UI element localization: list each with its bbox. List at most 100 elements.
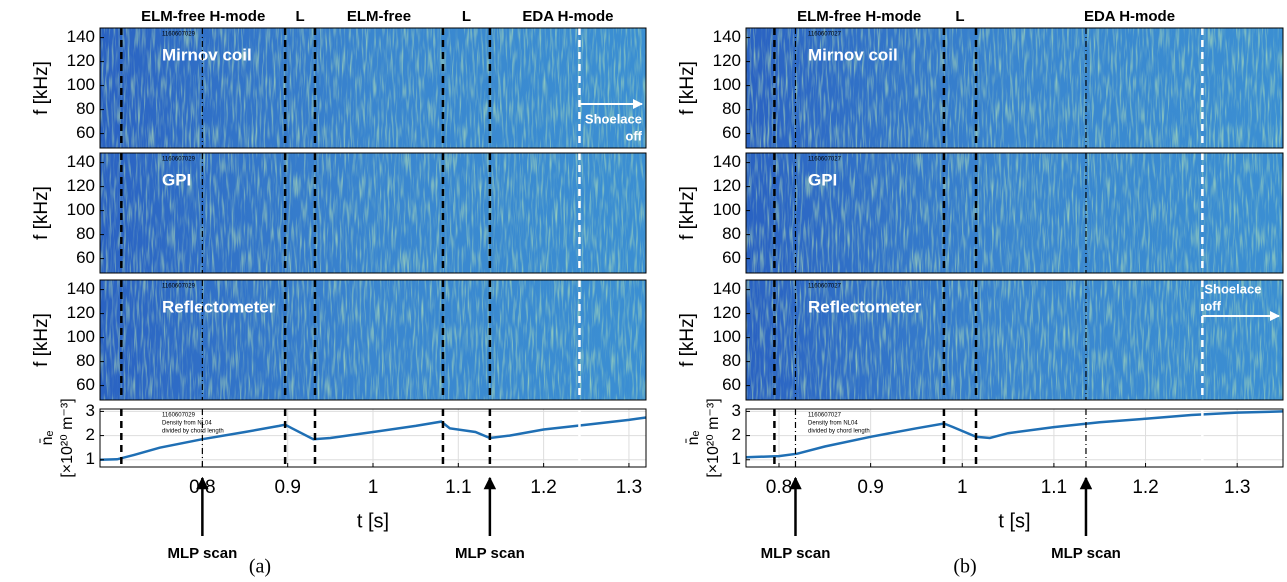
panel-frame — [745, 279, 1284, 401]
phase-label: ELM-free — [347, 8, 411, 25]
y-tick-label: 120 — [713, 176, 741, 195]
x-axis-label: t [s] — [357, 510, 389, 532]
y-tick-label: 100 — [713, 327, 741, 346]
x-tick-label: 1.1 — [445, 477, 471, 498]
y-axis-label: [×10²⁰ m⁻³] — [705, 398, 722, 477]
phase-label: ELM-free H-mode — [797, 8, 921, 25]
spectrogram-texture — [100, 28, 646, 148]
shot-number: 1160607027 — [808, 413, 842, 419]
x-tick-label: 1.3 — [616, 477, 642, 498]
shoelace-label: Shoelace — [1204, 281, 1261, 296]
panel-label: GPI — [808, 170, 837, 189]
y-tick-label: 80 — [76, 99, 95, 118]
panel-frame — [745, 152, 1284, 274]
density-line — [99, 416, 647, 462]
scan-label: MLP scan — [455, 545, 525, 562]
shot-number: 1160607027 — [808, 284, 842, 290]
spectrogram-texture — [746, 28, 1283, 148]
x-tick-label: 1.2 — [530, 477, 556, 498]
panel-note: divided by chord length — [808, 429, 870, 435]
y-tick-label: 2 — [732, 425, 741, 444]
spectrogram-texture — [746, 153, 1283, 273]
y-tick-label: 120 — [67, 303, 95, 322]
y-tick-label: 140 — [713, 27, 741, 46]
y-tick-label: 100 — [67, 75, 95, 94]
y-tick-label: 100 — [67, 200, 95, 219]
panel-label: Reflectometer — [162, 297, 276, 316]
y-tick-label: 120 — [713, 303, 741, 322]
panel-label: Mirnov coil — [808, 45, 898, 64]
panel-note: Density from NL04 — [162, 421, 212, 427]
scan-label: MLP scan — [761, 545, 831, 562]
y-tick-label: 80 — [722, 351, 741, 370]
y-tick-label: 60 — [76, 375, 95, 394]
panel-frame — [745, 27, 1284, 149]
y-tick-label: 140 — [67, 279, 95, 298]
x-tick-label: 1.1 — [1041, 477, 1067, 498]
phase-label: L — [955, 8, 964, 25]
y-tick-label: 1 — [732, 449, 741, 468]
y-tick-label: 80 — [76, 224, 95, 243]
spectrogram-texture — [100, 153, 646, 273]
y-axis-label: f [kHz] — [31, 61, 52, 115]
y-axis-label: n̄ₑ — [685, 431, 702, 446]
y-tick-label: 2 — [86, 425, 95, 444]
y-tick-label: 3 — [732, 401, 741, 420]
y-tick-label: 80 — [722, 224, 741, 243]
y-tick-label: 60 — [76, 123, 95, 142]
panel-frame — [99, 27, 647, 149]
y-tick-label: 100 — [67, 327, 95, 346]
phase-label: EDA H-mode — [522, 8, 613, 25]
panel-frame — [745, 408, 1284, 468]
y-axis-label: f [kHz] — [31, 313, 52, 367]
x-axis-label: t [s] — [998, 510, 1030, 532]
y-tick-label: 60 — [722, 123, 741, 142]
y-axis-label: f [kHz] — [31, 186, 52, 240]
panel-label: Mirnov coil — [162, 45, 252, 64]
x-tick-label: 1.3 — [1224, 477, 1250, 498]
shot-number: 1160607029 — [162, 32, 196, 38]
y-axis-label: [×10²⁰ m⁻³] — [59, 398, 76, 477]
phase-label: L — [295, 8, 304, 25]
spectrogram-texture — [100, 280, 646, 400]
x-tick-label: 0.9 — [857, 477, 883, 498]
x-tick-label: 1 — [368, 477, 379, 498]
panel-label: Reflectometer — [808, 297, 922, 316]
x-tick-label: 1 — [957, 477, 968, 498]
panel-frame — [99, 279, 647, 401]
y-axis-label: f [kHz] — [677, 61, 698, 115]
phase-label: L — [462, 8, 471, 25]
y-tick-label: 60 — [722, 375, 741, 394]
panel-label: GPI — [162, 170, 191, 189]
y-tick-label: 140 — [713, 152, 741, 171]
y-axis-label: f [kHz] — [677, 186, 698, 240]
panel-frame — [99, 152, 647, 274]
y-tick-label: 140 — [67, 27, 95, 46]
figure-label: (b) — [953, 556, 976, 578]
x-tick-label: 1.2 — [1132, 477, 1158, 498]
shoelace-label: off — [1204, 298, 1221, 313]
y-tick-label: 120 — [713, 51, 741, 70]
y-tick-label: 100 — [713, 75, 741, 94]
y-axis-label: n̄ₑ — [39, 431, 56, 446]
shoelace-label: off — [625, 128, 642, 143]
scan-label: MLP scan — [1051, 545, 1121, 562]
y-tick-label: 140 — [67, 152, 95, 171]
panel-bg — [746, 409, 1283, 467]
shot-number: 1160607029 — [162, 157, 196, 163]
y-tick-label: 80 — [722, 99, 741, 118]
y-tick-label: 120 — [67, 176, 95, 195]
y-tick-label: 80 — [76, 351, 95, 370]
phase-label: ELM-free H-mode — [141, 8, 265, 25]
y-tick-label: 140 — [713, 279, 741, 298]
y-tick-label: 60 — [76, 248, 95, 267]
spectrogram-texture — [746, 280, 1283, 400]
y-axis-label: f [kHz] — [677, 313, 698, 367]
figure-label: (a) — [249, 556, 271, 578]
x-tick-label: 0.8 — [766, 477, 792, 498]
scan-label: MLP scan — [168, 545, 238, 562]
y-tick-label: 3 — [86, 401, 95, 420]
panel-note: Density from NL04 — [808, 421, 858, 427]
phase-label: EDA H-mode — [1084, 8, 1175, 25]
